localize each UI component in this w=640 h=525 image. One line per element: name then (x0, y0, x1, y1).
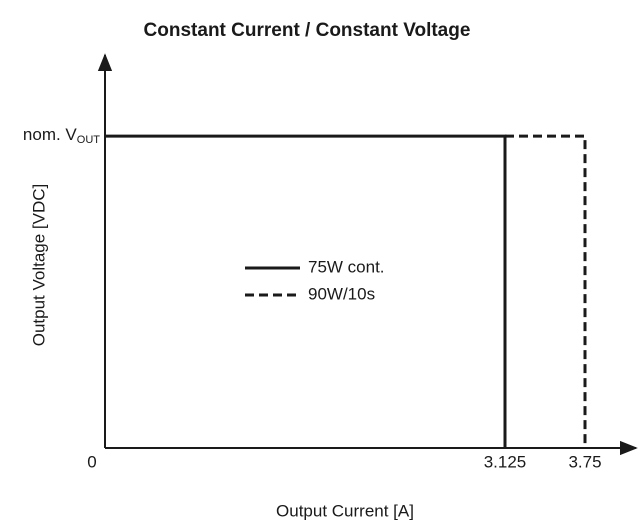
x-tick-label: 0 (87, 452, 96, 471)
x-tick-label: 3.75 (568, 452, 601, 471)
y-tick-label-sub: OUT (77, 134, 101, 146)
x-axis-label: Output Current [A] (276, 501, 414, 520)
series-line (105, 134, 507, 448)
y-axis-label: Output Voltage [VDC] (29, 184, 48, 347)
x-tick-label: 3.125 (484, 452, 527, 471)
y-tick-label: nom. VOUT (23, 126, 100, 146)
legend-label: 90W/10s (308, 284, 375, 303)
chart-title: Constant Current / Constant Voltage (144, 20, 471, 41)
series-line (505, 134, 587, 448)
y-tick-label-main: nom. V (23, 126, 78, 145)
legend-label: 75W cont. (308, 257, 385, 276)
